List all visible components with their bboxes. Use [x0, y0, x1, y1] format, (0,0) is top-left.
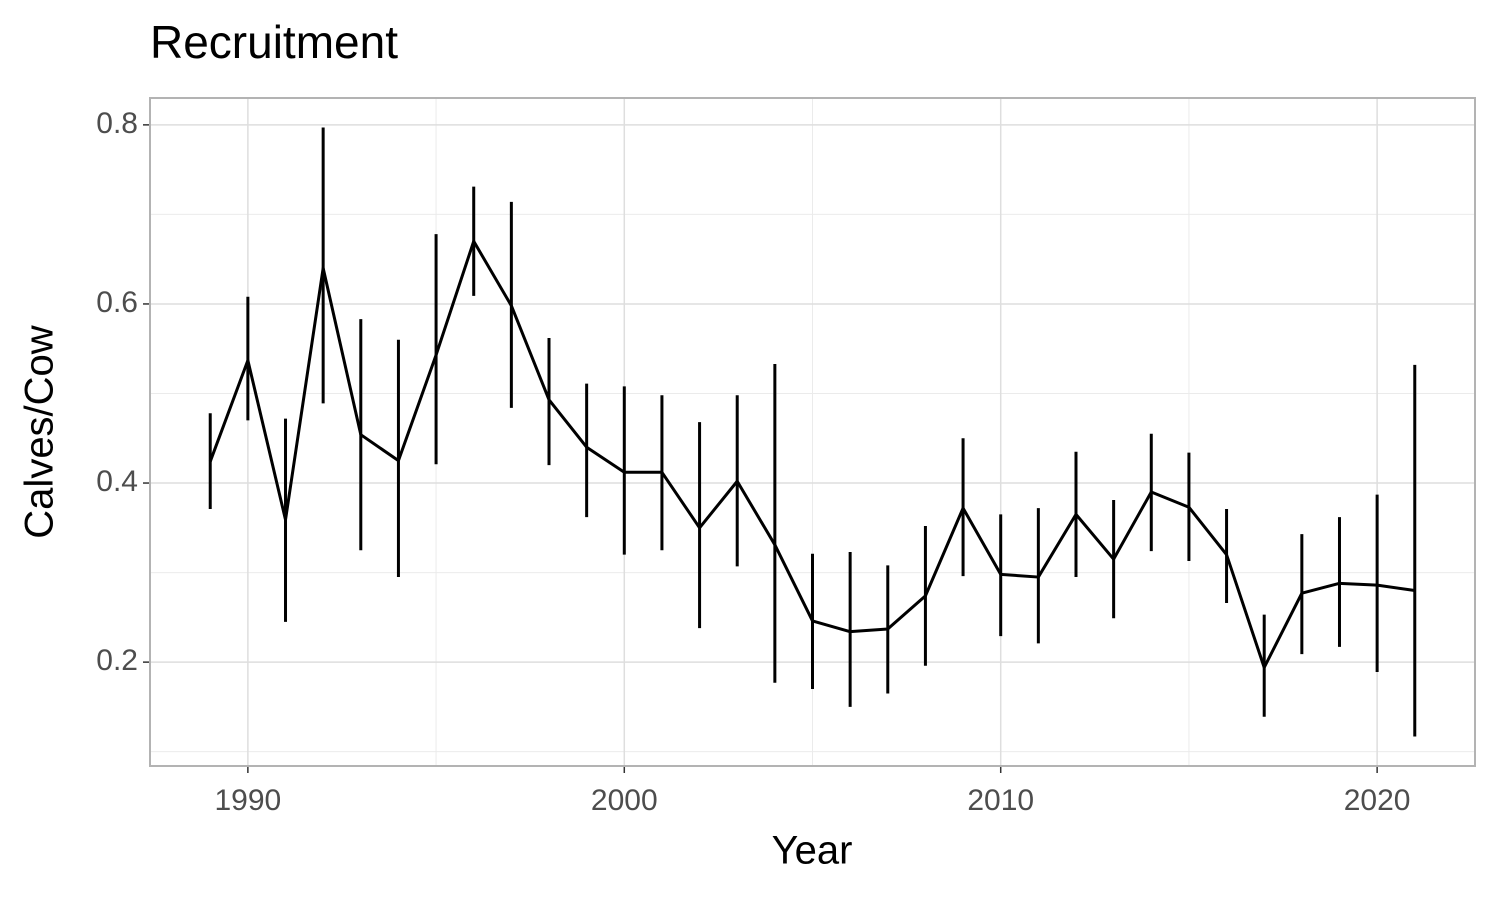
y-tick-label: 0.8	[96, 107, 138, 140]
x-tick-label: 1990	[214, 784, 281, 817]
line	[208, 239, 1415, 670]
y-tick-label: 0.6	[96, 286, 138, 319]
x-tick-label: 2020	[1344, 784, 1411, 817]
x-tick-label: 2000	[591, 784, 658, 817]
panel-border	[149, 97, 1476, 767]
x-axis-label: Year	[772, 829, 853, 873]
chart-title: Recruitment	[150, 16, 398, 68]
y-tick-label: 0.2	[96, 644, 138, 677]
y-tick-label: 0.4	[96, 465, 138, 498]
y-axis-label: Calves/Cow	[18, 325, 62, 539]
x-tick-label: 2010	[967, 784, 1034, 817]
